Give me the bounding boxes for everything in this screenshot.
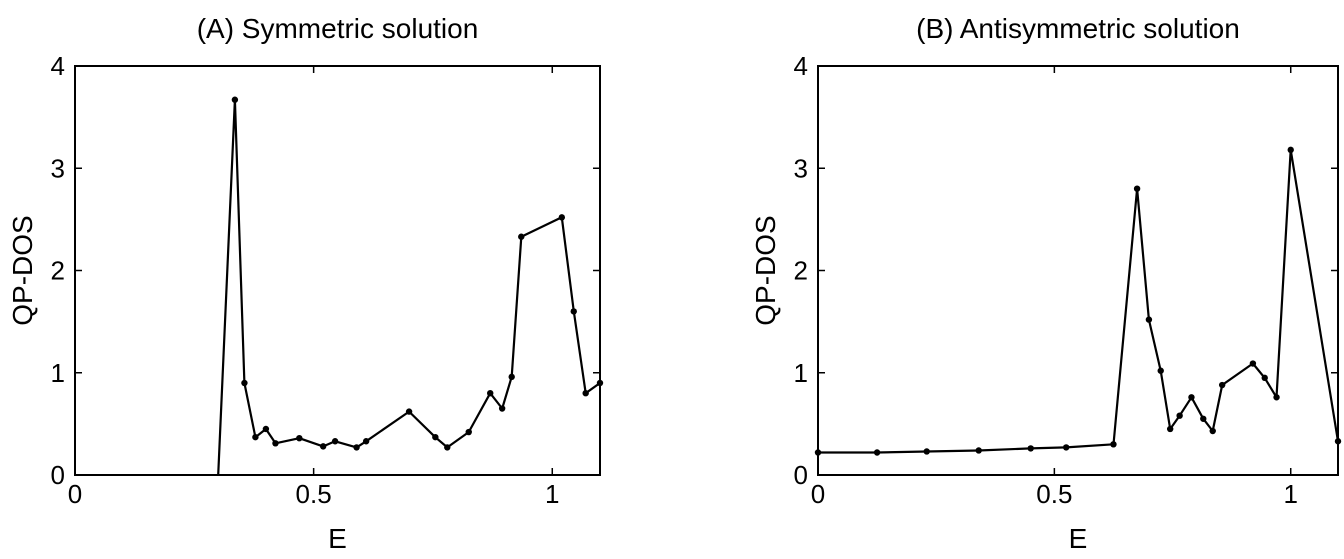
panel-b-data-point <box>1273 394 1280 401</box>
panel-b-x-tick-label: 0 <box>811 479 825 509</box>
panel-b-y-axis-label: QP-DOS <box>750 215 781 325</box>
panel-a-data-point <box>296 434 303 442</box>
panel-a-y-axis-label: QP-DOS <box>7 215 38 325</box>
panel-b-x-tick-label: 0.5 <box>1036 479 1072 509</box>
panel-a-y-tick-label: 4 <box>51 51 65 81</box>
panel-a-x-axis-label: E <box>328 523 347 554</box>
panel-a-data-point <box>582 390 589 397</box>
panel-b-series <box>814 146 1342 456</box>
panel-b-data-point <box>1027 445 1034 452</box>
panel-b-data-point <box>1200 415 1207 422</box>
panel-b-data-point <box>1133 185 1141 192</box>
panel-a-data-point <box>465 428 472 436</box>
panel-a-data-point <box>319 443 327 450</box>
panel-b-data-point <box>1209 427 1216 435</box>
panel-b-y-tick-label: 1 <box>794 358 808 388</box>
panel-b-data-point <box>975 447 982 454</box>
panel-b-series-line <box>818 148 1340 454</box>
panel-a-data-point <box>432 433 439 441</box>
panel-a-data-point <box>498 405 506 412</box>
panel-b-axes-box <box>817 65 1339 476</box>
panel-a-series-line <box>217 98 601 476</box>
panel-b-data-point <box>814 449 822 456</box>
panel-a-y-tick-label: 3 <box>51 153 65 183</box>
panel-b-data-point <box>873 449 881 456</box>
panel-b-data-point <box>1287 146 1294 154</box>
panel-b-data-point <box>923 448 930 455</box>
panel-b-data-point <box>1188 394 1195 401</box>
panel-a-data-point <box>353 444 360 451</box>
panel-b-data-point <box>1218 381 1226 389</box>
panel-a-ticks: 0 0.5 1 0 1 2 3 4 <box>51 51 600 509</box>
panel-b-x-axis-label: E <box>1069 523 1088 554</box>
panel-b-data-point <box>1334 438 1342 445</box>
panel-a-data-point <box>558 214 566 221</box>
panel-a-x-tick-label: 1 <box>545 479 559 509</box>
panel-b-data-point <box>1157 367 1164 374</box>
panel-b-data-point <box>1145 316 1153 323</box>
panel-a-data-point <box>241 379 248 387</box>
panel-a-series <box>217 96 604 476</box>
panel-a-data-point <box>272 440 279 447</box>
panel-a-y-tick-label: 1 <box>51 358 65 388</box>
panel-b-data-point <box>1176 412 1183 419</box>
panel-a-data-point <box>596 379 604 387</box>
panel-a-axes-box <box>74 65 601 476</box>
panel-a-x-tick-label: 0 <box>68 479 82 509</box>
panel-b-y-tick-label: 4 <box>794 51 808 81</box>
panel-a-data-point <box>444 444 451 451</box>
panel-b-data-point <box>1261 374 1268 382</box>
panel-a-data-point <box>231 96 239 103</box>
panel-a-data-point <box>405 408 413 415</box>
panel-a-data-point <box>362 438 370 445</box>
panel-b-data-point <box>1062 444 1070 451</box>
panel-a-data-point <box>570 308 577 315</box>
panel-b-x-tick-label: 1 <box>1283 479 1297 509</box>
panel-b-data-point <box>1249 360 1257 367</box>
panel-a-data-point <box>331 438 339 445</box>
panel-a-y-tick-label: 2 <box>51 256 65 286</box>
panel-b-data-point <box>1166 425 1174 433</box>
panel-b-title: (B) Antisymmetric solution <box>916 13 1240 44</box>
panel-b-y-tick-label: 3 <box>794 153 808 183</box>
panel-b-ticks: 0 0.5 1 0 1 2 3 4 <box>794 51 1338 509</box>
panel-a-title: (A) Symmetric solution <box>197 13 479 44</box>
panel-b-y-tick-label: 0 <box>794 460 808 490</box>
panel-a-x-tick-label: 0.5 <box>296 479 332 509</box>
panel-a-data-point <box>487 390 494 397</box>
panel-a-data-point <box>252 433 259 441</box>
panel-a: (A) Symmetric solution 0 0.5 1 0 1 2 3 4 E QP-D… <box>7 13 604 554</box>
panel-a-data-point <box>518 233 525 240</box>
panel-b-y-tick-label: 2 <box>794 256 808 286</box>
panel-a-y-tick-label: 0 <box>51 460 65 490</box>
panel-a-data-point <box>262 425 270 433</box>
panel-a-data-point <box>508 373 515 381</box>
panel-b-data-point <box>1110 441 1117 448</box>
